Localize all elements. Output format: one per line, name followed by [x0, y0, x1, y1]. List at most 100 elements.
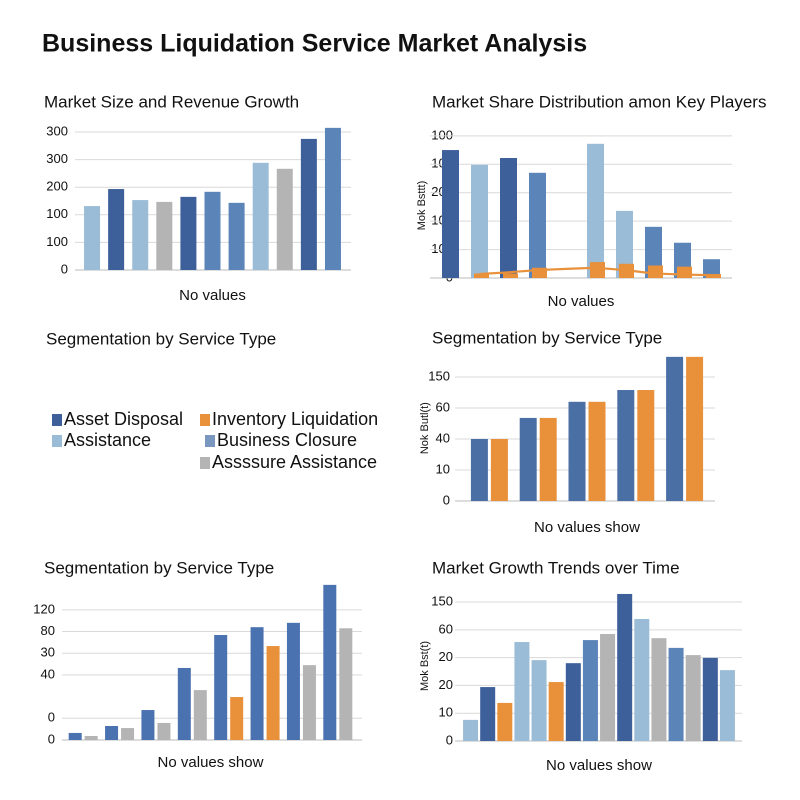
legend-swatch [52, 414, 62, 426]
bar [565, 663, 581, 741]
bar [637, 390, 655, 501]
bar [651, 638, 667, 741]
legend-label: Asset Disposal [64, 409, 183, 429]
y-tick-label: 150 [428, 368, 450, 383]
chart-title: Segmentation by Service Type [44, 558, 274, 577]
legend-label: Assistance [64, 430, 151, 450]
bar [108, 189, 125, 270]
bar [532, 267, 547, 278]
legend-label: Inventory Liquidation [212, 409, 378, 429]
y-tick-label: 300 [46, 151, 68, 166]
bar [503, 273, 518, 278]
bar [645, 226, 662, 278]
bar [703, 259, 720, 278]
bar [617, 390, 635, 501]
bar [252, 162, 269, 270]
y-tick-label: 300 [46, 123, 68, 138]
y-tick-label: 20 [439, 649, 453, 664]
bar [68, 732, 82, 740]
legend-swatch [205, 435, 215, 447]
bar [529, 172, 546, 278]
bar [230, 697, 244, 740]
bar [228, 202, 245, 270]
y-tick-label: 150 [431, 593, 453, 608]
x-axis-label: No values show [534, 519, 640, 536]
legend-swatch [200, 414, 210, 426]
bar [180, 196, 197, 270]
chart-title: Market Growth Trends over Time [432, 558, 680, 577]
bar [470, 439, 488, 501]
bar [141, 710, 155, 740]
bar [156, 201, 173, 270]
x-axis-label: No values show [546, 757, 652, 774]
y-axis-label: Nok Butl(t) [419, 402, 431, 454]
bar [702, 657, 718, 741]
bar [677, 266, 692, 278]
y-tick-label: 0 [443, 492, 450, 507]
bar [568, 401, 586, 501]
bar [497, 702, 513, 741]
bar [686, 356, 704, 501]
bar [286, 622, 300, 740]
y-tick-label: 60 [436, 399, 450, 414]
legend-label: Business Closure [217, 430, 357, 450]
trend-line [479, 266, 712, 277]
bar [548, 682, 564, 741]
x-axis-label: No values show [158, 754, 264, 771]
bar [84, 206, 101, 270]
bar [719, 670, 735, 741]
legend-label: Assssure Assistance [212, 452, 377, 472]
y-tick-label: 10 [439, 705, 453, 720]
y-tick-label: 60 [439, 621, 453, 636]
y-tick-label: 100 [46, 206, 68, 221]
y-tick-label: 0 [61, 261, 68, 276]
chart-title: Market Share Distribution amon Key Playe… [432, 92, 766, 111]
y-axis-label: Mok Bst(t) [419, 641, 431, 691]
chart-title: Segmentation by Service Type [432, 328, 662, 347]
bar [250, 627, 264, 740]
bar [588, 401, 606, 501]
y-tick-label: 20 [439, 677, 453, 692]
y-tick-label: 80 [41, 623, 55, 638]
bar [121, 728, 135, 740]
bar [480, 687, 496, 741]
bar [105, 726, 119, 740]
bar [302, 665, 316, 740]
bar [666, 356, 684, 501]
y-tick-label: 200 [46, 179, 68, 194]
bar [616, 210, 633, 278]
bar [500, 158, 517, 278]
chart-title: Market Size and Revenue Growth [44, 92, 299, 111]
bar [463, 719, 479, 741]
bar [590, 262, 605, 278]
x-axis-label: No values [179, 287, 246, 304]
y-tick-label: 0 [48, 731, 55, 746]
bar [276, 168, 293, 270]
y-tick-label: 100 [431, 127, 453, 142]
y-tick-label: 100 [46, 234, 68, 249]
bar [531, 660, 547, 741]
y-axis-label: Mok Bsttt) [416, 181, 428, 231]
bar [324, 127, 341, 270]
y-tick-label: 0 [446, 732, 453, 747]
bar [471, 164, 488, 278]
bar [600, 633, 616, 741]
y-tick-label: 30 [41, 645, 55, 660]
chart-title: Segmentation by Service Type [46, 329, 276, 348]
bar [587, 143, 604, 278]
bar [157, 722, 171, 740]
bar [204, 191, 221, 270]
bar [266, 646, 280, 740]
bar [519, 417, 537, 501]
bar [323, 584, 337, 740]
bar [582, 640, 598, 741]
bar [442, 150, 459, 278]
legend-swatch [52, 435, 62, 447]
bar [539, 417, 557, 501]
bar [474, 273, 489, 278]
bar [490, 439, 508, 501]
y-tick-label: 0 [48, 710, 55, 725]
bar [648, 265, 663, 278]
bar [685, 655, 701, 741]
